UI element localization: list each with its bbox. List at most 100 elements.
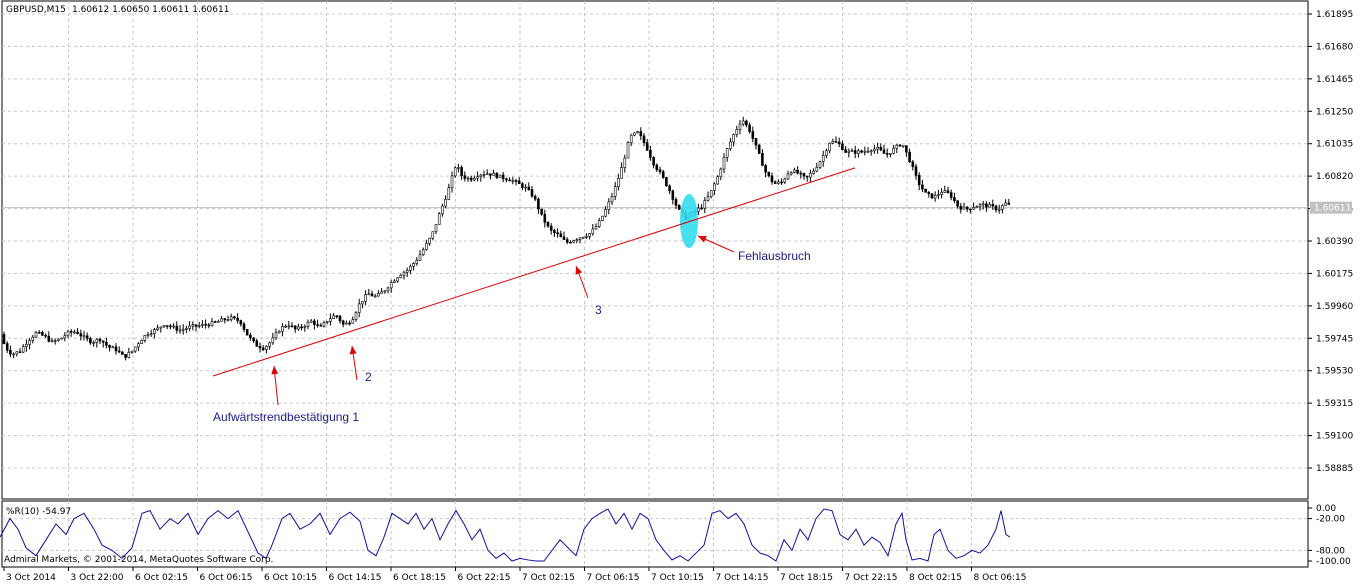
candle <box>313 318 316 330</box>
indicator-level-label: -20.00 <box>1316 515 1345 525</box>
candle <box>581 236 585 239</box>
candle <box>357 298 361 318</box>
candle <box>604 206 607 218</box>
candle <box>921 179 924 193</box>
candle <box>716 175 719 185</box>
current-price-marker <box>1310 201 1352 214</box>
candle <box>69 328 73 337</box>
indicator-levels: 0.00-20.00 -80.00-100.00 <box>2 504 1351 567</box>
candle <box>89 336 92 345</box>
candle <box>386 286 390 294</box>
candle <box>124 354 127 361</box>
ohlc-label: 1.60612 1.60650 1.60611 1.60611 <box>72 5 229 15</box>
candle <box>370 290 374 297</box>
candle <box>559 230 563 238</box>
candle <box>585 233 588 239</box>
candle <box>284 324 287 328</box>
x-tick-label: 7 Oct 14:15 <box>716 573 769 583</box>
candle <box>159 326 163 333</box>
candle <box>818 160 822 170</box>
candle <box>172 323 175 329</box>
candle <box>805 175 809 182</box>
candle <box>537 197 540 214</box>
candle <box>175 321 179 334</box>
candle <box>239 319 243 327</box>
candle <box>799 170 803 179</box>
candle <box>329 313 332 326</box>
annotation-confirm-3: 3 <box>595 303 602 317</box>
candle <box>738 119 742 135</box>
candle <box>373 294 377 298</box>
candle <box>898 143 902 147</box>
candle <box>498 174 502 178</box>
candle <box>501 172 505 183</box>
candle <box>233 315 236 320</box>
y-tick-label: 1.60175 <box>1316 269 1353 279</box>
candle <box>441 203 444 217</box>
candle <box>389 279 393 293</box>
candle <box>47 331 51 343</box>
candle <box>489 173 492 180</box>
candle <box>261 345 265 352</box>
candle <box>745 119 748 128</box>
candle <box>469 175 473 183</box>
candle <box>524 183 527 192</box>
candle <box>901 145 905 148</box>
candle <box>335 315 339 319</box>
candle <box>748 122 751 134</box>
candle <box>962 202 966 210</box>
candle <box>85 332 89 342</box>
candle <box>876 142 879 154</box>
candle <box>639 127 643 141</box>
candle <box>146 331 150 338</box>
candle <box>895 143 899 154</box>
candle <box>351 316 355 324</box>
y-axis: 1.61895 1.61680 1.61465 1.61250 1.61035 1.608… <box>1308 10 1353 474</box>
candle <box>620 162 623 179</box>
annotation-false-breakout: Fehlausbruch <box>738 249 811 263</box>
candle <box>706 191 710 202</box>
candle <box>1007 198 1011 206</box>
candle <box>981 200 985 210</box>
candle <box>729 137 732 151</box>
candle <box>933 191 937 202</box>
candle <box>274 328 278 341</box>
candle <box>345 320 348 325</box>
candle <box>2 331 6 345</box>
candle <box>201 320 204 329</box>
candle <box>511 176 515 185</box>
candle <box>348 320 351 326</box>
candle <box>914 163 918 180</box>
candle <box>652 156 655 169</box>
candle <box>223 317 227 324</box>
candle <box>277 330 281 334</box>
candle <box>271 332 275 345</box>
candle <box>140 339 143 344</box>
candle <box>377 290 380 297</box>
candle <box>629 133 633 147</box>
candle <box>549 223 553 235</box>
candle <box>754 138 758 150</box>
candle <box>837 137 841 148</box>
candle <box>105 337 108 349</box>
arrow-false-breakout <box>697 235 735 253</box>
candle <box>143 335 147 343</box>
candle <box>997 204 1001 214</box>
candle <box>633 132 636 137</box>
candle <box>802 172 806 180</box>
candle <box>409 264 412 275</box>
y-tick-label: 1.59960 <box>1316 302 1353 312</box>
y-tick-label: 1.59315 <box>1316 399 1353 409</box>
y-tick-label: 1.60390 <box>1316 237 1353 247</box>
candle <box>930 193 934 199</box>
candle <box>169 323 172 330</box>
grid <box>2 1 1308 567</box>
candle <box>834 136 838 143</box>
candle <box>130 350 134 354</box>
candle <box>437 212 441 225</box>
candle <box>850 148 854 152</box>
candle <box>473 175 476 182</box>
indicator-label: %R(10) -54.97 <box>6 507 71 517</box>
